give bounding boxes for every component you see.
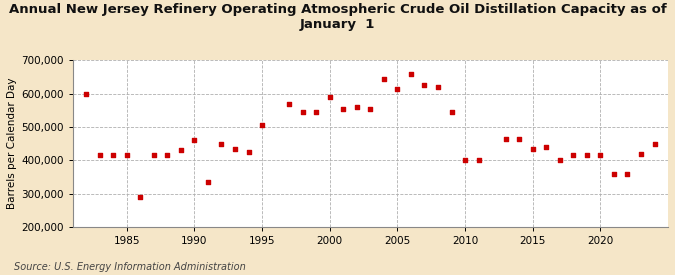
Point xyxy=(392,87,403,91)
Point xyxy=(325,95,335,99)
Point xyxy=(419,83,430,88)
Point xyxy=(108,153,119,158)
Point xyxy=(202,180,213,184)
Point xyxy=(162,153,173,158)
Point xyxy=(433,85,443,89)
Point xyxy=(176,148,186,153)
Point xyxy=(581,153,592,158)
Point xyxy=(514,137,524,141)
Point xyxy=(243,150,254,154)
Point xyxy=(568,153,578,158)
Text: Source: U.S. Energy Information Administration: Source: U.S. Energy Information Administ… xyxy=(14,262,245,272)
Point xyxy=(216,142,227,146)
Point xyxy=(500,137,511,141)
Point xyxy=(256,123,267,128)
Point xyxy=(446,110,457,114)
Point xyxy=(379,76,389,81)
Point xyxy=(352,105,362,109)
Y-axis label: Barrels per Calendar Day: Barrels per Calendar Day xyxy=(7,78,17,210)
Point xyxy=(338,106,349,111)
Point xyxy=(148,153,159,158)
Point xyxy=(636,152,647,156)
Point xyxy=(365,106,376,111)
Point xyxy=(95,153,105,158)
Point xyxy=(135,195,146,199)
Point xyxy=(473,158,484,163)
Point xyxy=(609,172,620,176)
Point xyxy=(649,142,660,146)
Point xyxy=(622,172,633,176)
Point xyxy=(310,110,321,114)
Point xyxy=(230,147,240,151)
Point xyxy=(284,101,294,106)
Point xyxy=(406,72,416,76)
Point xyxy=(554,158,565,163)
Point xyxy=(122,153,132,158)
Point xyxy=(189,138,200,143)
Point xyxy=(460,158,470,163)
Point xyxy=(595,153,605,158)
Point xyxy=(541,145,551,149)
Text: Annual New Jersey Refinery Operating Atmospheric Crude Oil Distillation Capacity: Annual New Jersey Refinery Operating Atm… xyxy=(9,3,666,31)
Point xyxy=(297,110,308,114)
Point xyxy=(527,147,538,151)
Point xyxy=(81,92,92,96)
